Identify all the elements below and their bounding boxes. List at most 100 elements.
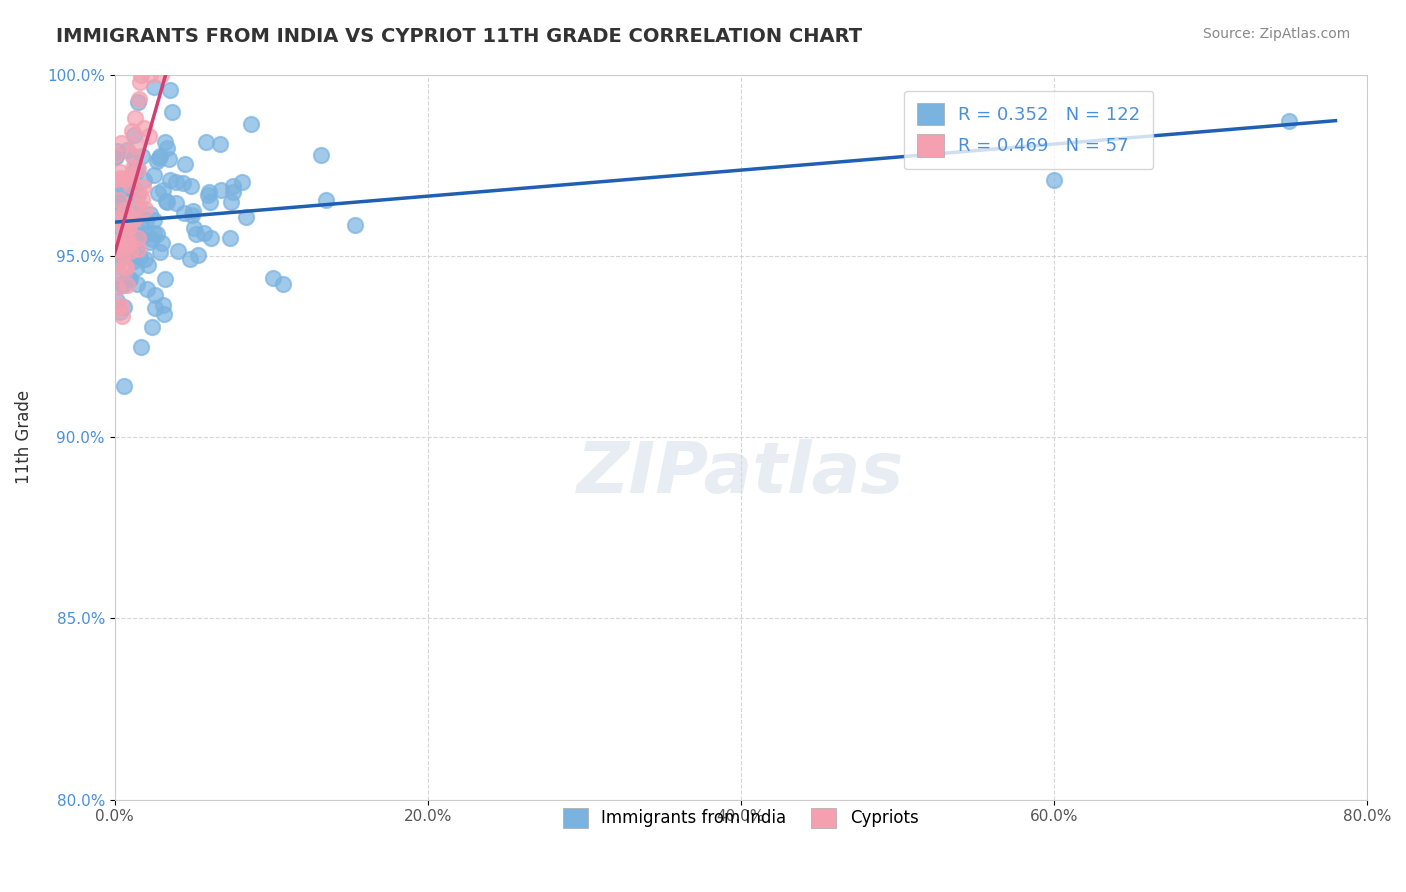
Point xyxy=(155,194,177,209)
Point xyxy=(111,248,134,262)
Point xyxy=(138,129,160,144)
Point xyxy=(198,186,221,200)
Point xyxy=(110,248,132,262)
Point xyxy=(111,309,134,323)
Point xyxy=(124,260,146,275)
Point xyxy=(180,209,202,223)
Point xyxy=(105,149,128,163)
Point xyxy=(209,183,232,197)
Point xyxy=(150,68,173,82)
Point xyxy=(111,220,134,235)
Point xyxy=(141,231,163,245)
Point xyxy=(184,227,207,242)
Point xyxy=(105,212,128,227)
Point xyxy=(155,194,177,209)
Point xyxy=(187,248,209,262)
Point xyxy=(129,250,152,264)
Point xyxy=(129,340,152,354)
Point xyxy=(219,231,242,245)
Point xyxy=(117,234,139,248)
Point xyxy=(105,211,128,225)
Point xyxy=(117,238,139,252)
Point xyxy=(118,210,141,224)
Point xyxy=(143,212,166,227)
Point xyxy=(156,140,179,154)
Point xyxy=(114,202,136,217)
Point xyxy=(1277,113,1299,128)
Point xyxy=(104,173,127,187)
Point xyxy=(157,152,180,166)
Point xyxy=(145,154,167,169)
Point xyxy=(124,164,146,178)
Point xyxy=(142,80,165,95)
Point xyxy=(195,136,218,150)
Point xyxy=(167,244,190,258)
Point xyxy=(104,241,127,255)
Point xyxy=(222,185,245,199)
Point xyxy=(114,259,136,273)
Point xyxy=(108,214,131,228)
Point xyxy=(115,240,138,254)
Point xyxy=(108,193,131,207)
Point xyxy=(105,294,128,309)
Point xyxy=(108,220,131,235)
Point xyxy=(122,161,145,175)
Point xyxy=(262,270,284,285)
Point xyxy=(183,221,205,235)
Point xyxy=(138,235,160,249)
Point xyxy=(108,187,131,202)
Point xyxy=(159,82,181,96)
Point xyxy=(172,176,194,190)
Point xyxy=(112,171,135,186)
Point xyxy=(114,260,136,275)
Point xyxy=(153,307,176,321)
Point xyxy=(173,156,195,170)
Point xyxy=(115,235,138,249)
Point xyxy=(105,199,128,213)
Point xyxy=(111,278,134,293)
Point xyxy=(120,178,142,193)
Point xyxy=(117,219,139,234)
Point xyxy=(108,209,131,223)
Point xyxy=(105,144,128,158)
Point xyxy=(122,207,145,221)
Point xyxy=(122,237,145,252)
Point xyxy=(141,320,163,334)
Point xyxy=(121,147,143,161)
Point xyxy=(107,209,129,223)
Text: ZIPatlas: ZIPatlas xyxy=(576,439,904,508)
Point xyxy=(1042,173,1064,187)
Point xyxy=(139,68,162,82)
Point xyxy=(129,68,152,82)
Point xyxy=(110,300,132,314)
Point xyxy=(125,164,148,178)
Point xyxy=(108,305,131,319)
Point xyxy=(200,195,222,210)
Point xyxy=(134,252,156,266)
Point xyxy=(122,254,145,268)
Point xyxy=(104,148,127,162)
Point xyxy=(159,173,181,187)
Point xyxy=(240,117,263,131)
Point xyxy=(146,227,169,241)
Point xyxy=(120,171,142,186)
Point xyxy=(121,124,143,138)
Point xyxy=(134,120,156,135)
Point xyxy=(114,202,136,216)
Point xyxy=(152,183,174,197)
Point xyxy=(311,148,333,162)
Point xyxy=(181,203,204,218)
Point xyxy=(112,180,135,194)
Point xyxy=(180,179,202,194)
Point xyxy=(153,272,176,286)
Point xyxy=(134,202,156,217)
Point xyxy=(105,256,128,270)
Point xyxy=(107,300,129,314)
Point xyxy=(108,165,131,179)
Point xyxy=(139,207,162,221)
Point xyxy=(127,231,149,245)
Point xyxy=(152,298,174,312)
Point xyxy=(124,183,146,197)
Point xyxy=(127,188,149,202)
Point xyxy=(122,151,145,165)
